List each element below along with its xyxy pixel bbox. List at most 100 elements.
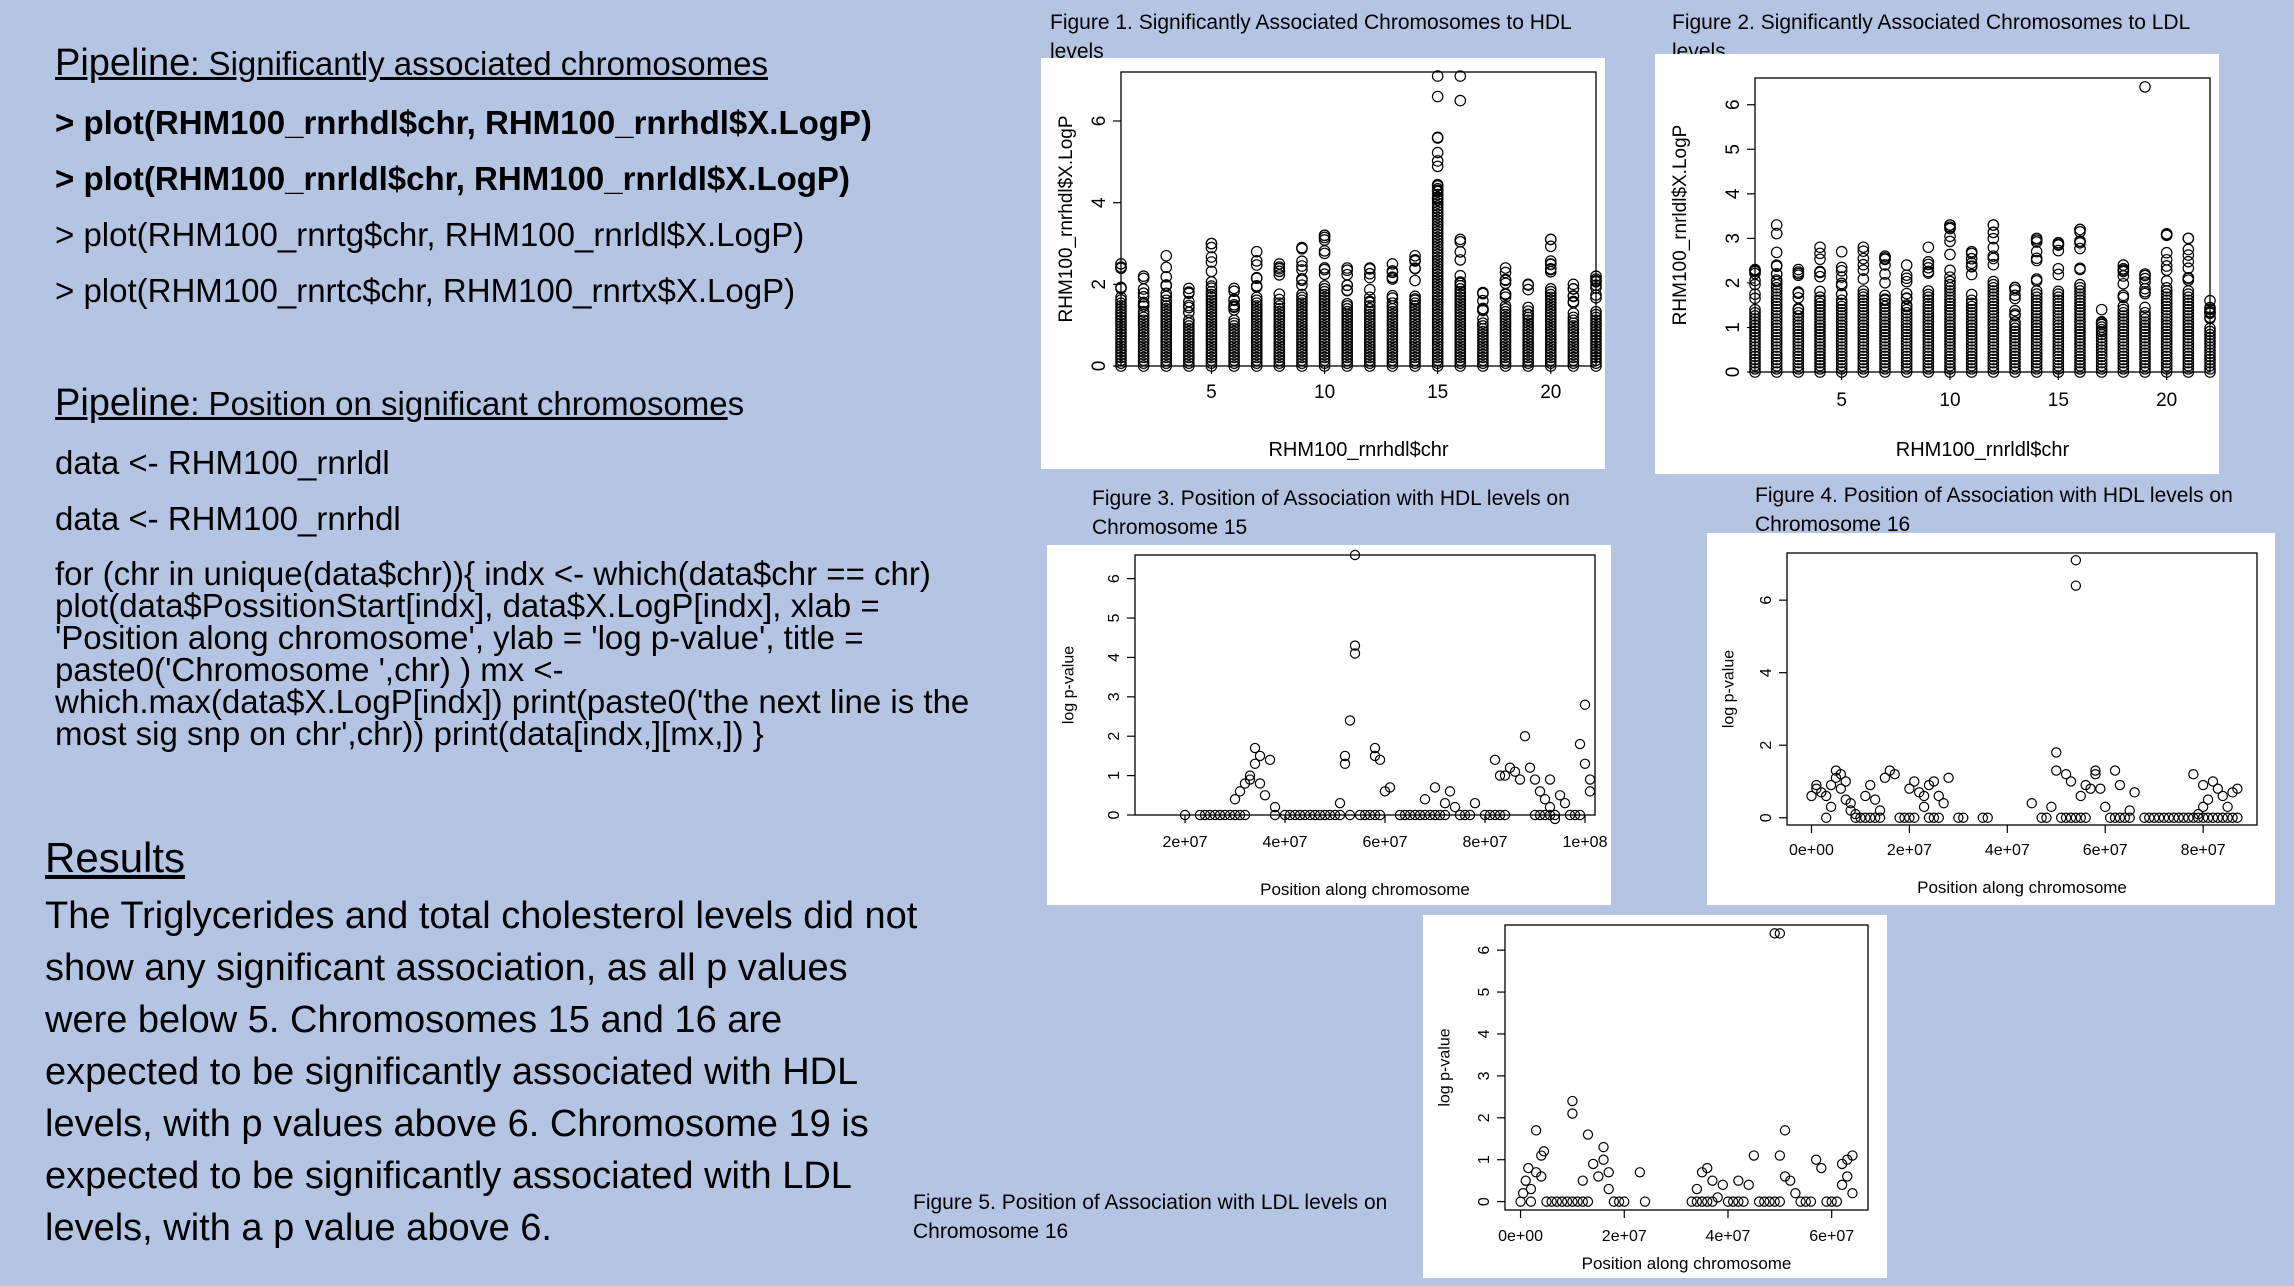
data-point	[1792, 335, 1805, 347]
data-point	[1431, 331, 1444, 344]
data-point	[1273, 317, 1286, 329]
data-point	[1115, 320, 1127, 332]
data-point	[2139, 313, 2151, 325]
data-point	[1250, 325, 1263, 338]
data-point	[1349, 640, 1361, 651]
data-point	[1364, 303, 1376, 315]
data-point	[1814, 344, 1826, 356]
data-point	[1477, 286, 1489, 299]
data-point	[1814, 353, 1826, 366]
data-point	[1857, 313, 1870, 325]
data-point	[2009, 359, 2021, 372]
data-point	[1634, 1167, 1646, 1178]
data-point	[1900, 322, 1913, 335]
data-point	[1922, 306, 1935, 319]
data-point	[1318, 285, 1331, 298]
data-point	[1900, 350, 1913, 363]
data-point	[1879, 359, 1891, 372]
data-point	[1364, 262, 1376, 274]
data-point	[2117, 277, 2130, 290]
data-point	[1987, 285, 2000, 297]
data-point	[1522, 301, 1534, 314]
y-axis-label: log p-value	[1436, 1028, 1453, 1106]
data-point	[2051, 747, 2062, 758]
data-point	[2074, 356, 2086, 369]
data-point	[1987, 310, 2000, 322]
data-point	[2090, 769, 2101, 780]
data-point	[1115, 282, 1127, 295]
data-point	[1785, 1175, 1796, 1186]
data-point	[1770, 268, 1783, 280]
data-point	[1738, 1196, 1749, 1207]
data-point	[1318, 317, 1331, 329]
data-point	[1364, 323, 1376, 335]
data-point	[1296, 294, 1308, 307]
data-point	[1386, 317, 1399, 329]
y-tick-label: 0	[1723, 367, 1744, 378]
data-point	[1205, 291, 1218, 304]
data-point	[1205, 345, 1218, 358]
data-point	[1922, 341, 1935, 353]
data-point	[1431, 337, 1444, 349]
data-point	[2182, 274, 2195, 286]
data-point	[1770, 310, 1783, 322]
data-point	[1431, 217, 1444, 229]
data-point	[2030, 331, 2043, 344]
data-point	[2139, 331, 2151, 344]
data-point	[1205, 320, 1218, 332]
data-point	[1831, 1196, 1843, 1207]
data-point	[2109, 765, 2121, 776]
data-point	[1183, 334, 1195, 347]
y-tick-label: 2	[1476, 1113, 1493, 1122]
data-point	[1160, 351, 1173, 364]
data-point	[2182, 338, 2195, 350]
data-point	[1965, 297, 1978, 310]
data-point	[1938, 798, 1949, 809]
data-point	[1836, 1179, 1848, 1191]
data-point	[1183, 287, 1195, 300]
data-point	[2030, 350, 2043, 363]
data-point	[1409, 320, 1421, 332]
data-point	[2139, 344, 2151, 356]
data-point	[2030, 300, 2043, 313]
data-point	[1590, 357, 1602, 369]
data-point	[1431, 208, 1444, 221]
data-point	[1944, 288, 1956, 300]
data-point	[1273, 300, 1286, 312]
data-point	[1273, 303, 1286, 315]
y-tick-label: 6	[1476, 946, 1493, 955]
data-point	[1205, 303, 1218, 315]
figure4-panel: 0e+00 2e+07 4e+07 6e+07 8e+07 0 2 4 6 Position al…	[1707, 533, 2275, 905]
data-point	[1556, 1196, 1568, 1207]
data-point	[2095, 353, 2108, 366]
data-point	[1524, 762, 1536, 773]
data-point	[2139, 282, 2151, 295]
data-point	[2182, 255, 2195, 268]
data-point	[1922, 328, 1935, 341]
data-point	[1115, 323, 1127, 335]
x-tick-label: 6e+07	[1363, 834, 1408, 851]
data-point	[1965, 359, 1978, 372]
data-point	[1454, 276, 1467, 288]
data-point	[1749, 344, 1761, 356]
results-title: Results	[45, 834, 186, 881]
data-point	[1115, 325, 1127, 338]
data-point	[1835, 344, 1848, 356]
data-point	[1987, 297, 2000, 310]
data-point	[1250, 343, 1263, 355]
data-point	[2160, 344, 2173, 356]
data-point	[2052, 366, 2065, 378]
data-point	[1900, 287, 1913, 300]
data-point	[1965, 252, 1978, 265]
data-point	[1477, 331, 1489, 344]
data-point	[2139, 81, 2151, 93]
for-loop-code: for (chr in unique(data$chr)){ indx <- w…	[55, 555, 970, 752]
y-tick-label: 5	[1106, 613, 1123, 622]
data-point	[2074, 331, 2086, 344]
data-point	[2030, 341, 2043, 353]
data-point	[1431, 283, 1444, 295]
data-point	[1205, 351, 1218, 364]
data-point	[1296, 241, 1308, 254]
data-point	[2193, 808, 2204, 820]
